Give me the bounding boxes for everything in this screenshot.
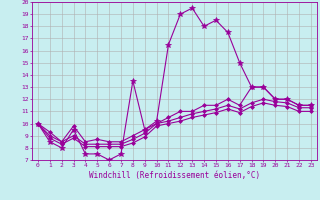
X-axis label: Windchill (Refroidissement éolien,°C): Windchill (Refroidissement éolien,°C) (89, 171, 260, 180)
